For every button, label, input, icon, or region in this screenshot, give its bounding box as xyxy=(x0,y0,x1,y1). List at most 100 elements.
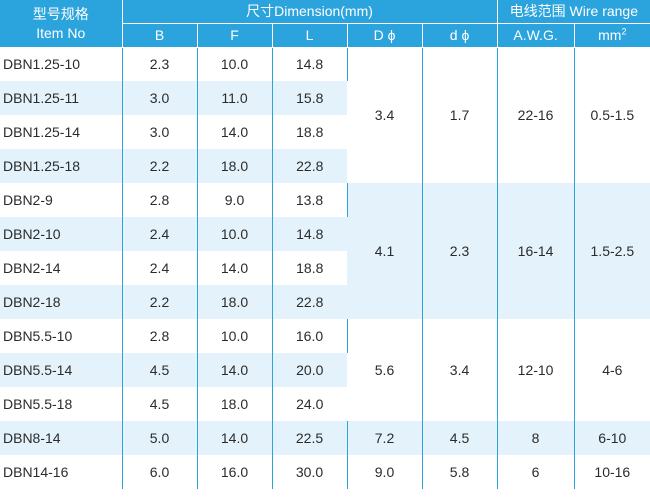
cell-f: 14.0 xyxy=(197,115,273,149)
table-row: DBN2-18 2.2 18.0 22.8 xyxy=(0,285,650,319)
cell-b: 5.0 xyxy=(122,421,198,455)
cell-d-small: 1.7 xyxy=(422,47,498,183)
table-row: DBN5.5-14 4.5 14.0 20.0 xyxy=(0,353,650,387)
dimension-header: 尺寸Dimension(mm) xyxy=(122,0,498,24)
cell-model: DBN2-9 xyxy=(0,183,123,217)
cell-awg: 16-14 xyxy=(497,183,575,319)
table-row: DBN1.25-18 2.2 18.0 22.8 xyxy=(0,149,650,183)
cell-model: DBN5.5-18 xyxy=(0,387,123,421)
cell-b: 2.4 xyxy=(122,217,198,251)
cell-l: 13.8 xyxy=(272,183,348,217)
cell-l: 30.0 xyxy=(272,455,348,489)
cell-b: 2.8 xyxy=(122,183,198,217)
cell-model: DBN2-18 xyxy=(0,285,123,319)
cell-b: 6.0 xyxy=(122,455,198,489)
cell-mm2: 1.5-2.5 xyxy=(574,183,650,319)
cell-model: DBN5.5-10 xyxy=(0,319,123,353)
cell-mm2: 4-6 xyxy=(574,319,650,421)
cell-model: DBN1.25-10 xyxy=(0,47,123,81)
cell-l: 16.0 xyxy=(272,319,348,353)
cell-b: 2.8 xyxy=(122,319,198,353)
col-header-d-small: d ϕ xyxy=(422,23,498,48)
cell-f: 14.0 xyxy=(197,251,273,285)
cell-d-small: 3.4 xyxy=(422,319,498,421)
table-row: DBN1.25-14 3.0 14.0 18.8 xyxy=(0,115,650,149)
table-row: DBN2-9 2.8 9.0 13.8 4.1 2.3 16-14 1.5-2.5 xyxy=(0,183,650,319)
col-header-awg: A.W.G. xyxy=(497,23,575,48)
col-header-d-big: D ϕ xyxy=(347,23,423,48)
cell-model: DBN14-16 xyxy=(0,455,123,489)
cell-f: 9.0 xyxy=(197,183,273,217)
cell-b: 2.2 xyxy=(122,285,198,319)
item-no-header: 型号规格 Item No xyxy=(0,0,123,48)
cell-l: 22.8 xyxy=(272,285,347,319)
cell-f: 18.0 xyxy=(197,387,273,421)
cell-model: DBN8-14 xyxy=(0,421,123,455)
cell-l: 22.5 xyxy=(272,421,348,455)
table-row: DBN1.25-11 3.0 11.0 15.8 xyxy=(0,81,650,115)
col-header-mm2-unit: mm xyxy=(598,27,622,43)
cell-d-small: 2.3 xyxy=(422,183,498,319)
cell-b: 3.0 xyxy=(122,115,198,149)
cell-l: 24.0 xyxy=(272,387,347,421)
table-row: DBN1.25-10 2.3 10.0 14.8 3.4 1.7 22-16 0.5-1.5 xyxy=(0,47,650,183)
cell-f: 18.0 xyxy=(197,285,273,319)
cell-model: DBN2-10 xyxy=(0,217,123,251)
table-row: DBN2-14 2.4 14.0 18.8 xyxy=(0,251,650,285)
cell-awg: 8 xyxy=(497,421,575,455)
cell-mm2: 10-16 xyxy=(574,455,650,489)
cell-f: 10.0 xyxy=(197,319,273,353)
cell-f: 14.0 xyxy=(197,421,273,455)
table-row: DBN2-10 2.4 10.0 14.8 xyxy=(0,217,650,251)
cell-b: 2.4 xyxy=(122,251,198,285)
col-header-f: F xyxy=(197,23,273,48)
spec-table-body: DBN1.25-10 2.3 10.0 14.8 3.4 1.7 22-16 0.5-1.5 D… xyxy=(0,47,650,489)
cell-l: 14.8 xyxy=(272,47,348,81)
cell-f: 14.0 xyxy=(197,353,273,387)
cell-awg: 12-10 xyxy=(497,319,575,421)
cell-l: 18.8 xyxy=(272,115,347,149)
cell-d-small: 5.8 xyxy=(422,455,498,489)
table-row: DBN5.5-10 2.8 10.0 16.0 5.6 3.4 12-10 4-6 xyxy=(0,319,650,421)
cell-b: 2.3 xyxy=(122,47,198,81)
table-row: DBN14-16 6.0 16.0 30.0 9.0 5.8 6 10-16 xyxy=(0,455,650,489)
cell-l: 15.8 xyxy=(272,81,347,115)
item-no-header-cn: 型号规格 xyxy=(32,6,89,23)
cell-d-big: 5.6 xyxy=(347,319,423,421)
col-header-mm2-sup: 2 xyxy=(621,26,627,37)
cell-b: 3.0 xyxy=(122,81,198,115)
cell-mm2: 0.5-1.5 xyxy=(574,47,650,183)
cell-d-big: 3.4 xyxy=(347,47,423,183)
cell-model: DBN1.25-11 xyxy=(0,81,123,115)
cell-f: 10.0 xyxy=(197,47,273,81)
cell-d-big: 4.1 xyxy=(347,183,423,319)
cell-f: 16.0 xyxy=(197,455,273,489)
col-header-b: B xyxy=(122,23,198,48)
cell-l: 20.0 xyxy=(272,353,347,387)
cell-l: 22.8 xyxy=(272,149,347,183)
cell-model: DBN5.5-14 xyxy=(0,353,123,387)
cell-awg: 22-16 xyxy=(497,47,575,183)
cell-mm2: 6-10 xyxy=(574,421,650,455)
header-row-bottom: B F L D ϕ d ϕ A.W.G. mm2 xyxy=(0,23,650,48)
cell-d-big: 7.2 xyxy=(347,421,423,455)
cell-d-big: 9.0 xyxy=(347,455,423,489)
table-row: DBN8-14 5.0 14.0 22.5 7.2 4.5 8 6-10 xyxy=(0,421,650,455)
col-header-mm2: mm2 xyxy=(574,23,650,48)
cell-model: DBN2-14 xyxy=(0,251,123,285)
item-no-header-en: Item No xyxy=(36,25,86,42)
cell-l: 14.8 xyxy=(272,217,347,251)
cell-l: 18.8 xyxy=(272,251,347,285)
cell-f: 18.0 xyxy=(197,149,273,183)
cell-b: 4.5 xyxy=(122,353,198,387)
cell-b: 4.5 xyxy=(122,387,198,421)
col-header-l: L xyxy=(272,23,348,48)
cell-model: DBN1.25-14 xyxy=(0,115,123,149)
cell-awg: 6 xyxy=(497,455,575,489)
cell-b: 2.2 xyxy=(122,149,198,183)
cell-f: 10.0 xyxy=(197,217,273,251)
spec-table: 型号规格 Item No 尺寸Dimension(mm) 电线范围 Wire r… xyxy=(0,0,650,489)
cell-model: DBN1.25-18 xyxy=(0,149,123,183)
table-row: DBN5.5-18 4.5 18.0 24.0 xyxy=(0,387,650,421)
header-row-top: 型号规格 Item No 尺寸Dimension(mm) 电线范围 Wire r… xyxy=(0,0,650,48)
